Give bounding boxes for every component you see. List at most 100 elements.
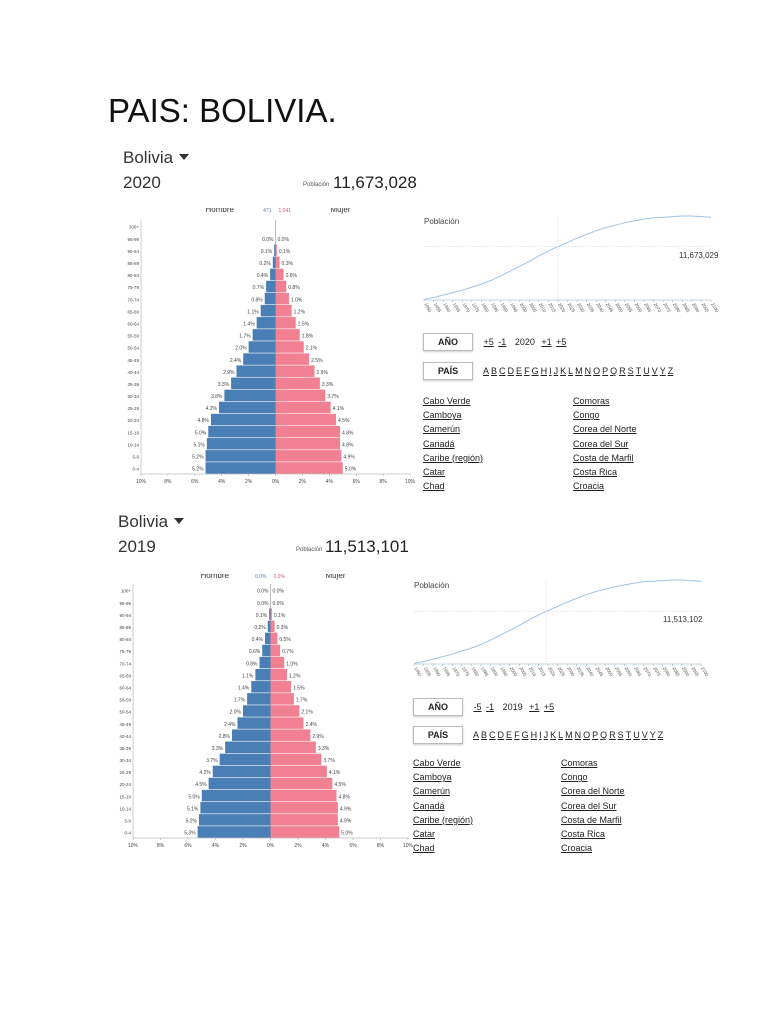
country-button[interactable]: PAÍS (413, 726, 463, 744)
country-link[interactable]: Congo (573, 410, 600, 421)
country-button[interactable]: PAÍS (423, 362, 473, 380)
line-x-tick-label: 2090 (691, 302, 701, 314)
male-value-label: 5.0% (195, 430, 207, 436)
line-x-tick-label: 2040 (595, 302, 605, 314)
country-link[interactable]: Caribe (región) (423, 452, 484, 463)
country-link[interactable]: Corea del Sur (573, 438, 629, 449)
female-bar (270, 705, 300, 717)
letter-link[interactable]: H (530, 730, 538, 740)
letter-link[interactable]: T (625, 730, 632, 740)
letter-link[interactable]: D (507, 366, 515, 376)
country-link[interactable]: Catar (423, 467, 446, 478)
country-link[interactable]: Croacia (573, 481, 605, 492)
letter-link[interactable]: H (540, 366, 548, 376)
line-x-tick-label: 2025 (567, 302, 577, 314)
year-back-1-link[interactable]: -1 (498, 337, 507, 347)
letter-link[interactable]: Q (600, 730, 608, 740)
country-link[interactable]: Comoras (573, 396, 610, 406)
letter-link[interactable]: B (481, 730, 488, 740)
year-forward-1-link[interactable]: +1 (541, 337, 552, 347)
year-button[interactable]: AÑO (423, 333, 473, 351)
x-tick-label: 0% (267, 843, 275, 849)
letter-link[interactable]: Z (657, 730, 664, 740)
year-button[interactable]: AÑO (413, 698, 463, 716)
male-bar (231, 377, 276, 390)
letter-link[interactable]: D (497, 730, 505, 740)
letter-link[interactable]: A (473, 730, 480, 740)
letter-link[interactable]: B (491, 366, 498, 376)
year-back-5-link[interactable]: +5 (483, 337, 494, 347)
country-link[interactable]: Corea del Norte (573, 424, 637, 435)
line-x-tick-label: 2045 (605, 302, 615, 314)
letter-link[interactable]: Q (610, 366, 618, 376)
letter-link[interactable]: R (619, 366, 626, 376)
country-link[interactable]: Costa Rica (561, 829, 606, 840)
country-link[interactable]: Croacia (561, 843, 593, 854)
country-link[interactable]: Canadá (413, 800, 445, 811)
letter-link[interactable]: E (516, 366, 523, 376)
letter-link[interactable]: O (593, 366, 601, 376)
year-forward-1-link[interactable]: +1 (529, 702, 540, 712)
letter-link[interactable]: K (560, 366, 567, 376)
country-link[interactable]: Costa Rica (573, 467, 618, 478)
letter-link[interactable]: L (558, 730, 564, 740)
country-link[interactable]: Chad (423, 481, 445, 492)
country-dropdown[interactable]: Bolivia (123, 148, 190, 168)
letter-link[interactable]: Z (667, 366, 674, 376)
letter-link[interactable]: P (592, 730, 599, 740)
country-link[interactable]: Canadá (423, 438, 455, 449)
letter-link[interactable]: U (643, 366, 650, 376)
country-link[interactable]: Cabo Verde (413, 758, 461, 768)
year-forward-5-link[interactable]: +5 (543, 702, 555, 712)
letter-link[interactable]: Y (649, 730, 656, 740)
year-back-1-link[interactable]: -1 (486, 702, 495, 712)
country-link[interactable]: Camboya (413, 772, 452, 783)
country-link[interactable]: Congo (561, 772, 588, 783)
letter-link[interactable]: L (568, 366, 574, 376)
year-back-5-link[interactable]: -5 (473, 702, 482, 712)
country-link[interactable]: Caribe (región) (413, 814, 474, 825)
letter-link[interactable]: I (539, 730, 542, 740)
male-value-label: 3.8% (211, 394, 223, 400)
country-link[interactable]: Camerún (423, 424, 461, 435)
letter-link[interactable]: F (524, 366, 530, 376)
letter-link[interactable]: F (514, 730, 520, 740)
letter-link[interactable]: S (627, 366, 634, 376)
country-link[interactable]: Costa de Marfil (573, 452, 634, 463)
letter-link[interactable]: V (651, 366, 658, 376)
letter-link[interactable]: M (565, 730, 573, 740)
country-dropdown[interactable]: Bolivia (118, 512, 185, 532)
letter-link[interactable]: R (609, 730, 616, 740)
country-link[interactable]: Chad (413, 843, 435, 854)
letter-link[interactable]: C (489, 730, 496, 740)
letter-link[interactable]: P (602, 366, 609, 376)
letter-link[interactable]: M (575, 366, 583, 376)
letter-link[interactable]: K (550, 730, 557, 740)
letter-link[interactable]: S (617, 730, 624, 740)
letter-link[interactable]: G (531, 366, 539, 376)
letter-link[interactable]: J (543, 730, 549, 740)
year-forward-5-link[interactable]: +5 (556, 337, 567, 347)
letter-link[interactable]: T (635, 366, 642, 376)
letter-link[interactable]: E (506, 730, 513, 740)
country-link[interactable]: Camboya (423, 410, 462, 421)
letter-link[interactable]: A (483, 366, 490, 376)
country-link[interactable]: Comoras (561, 758, 598, 768)
line-x-tick-label: 2010 (538, 302, 548, 314)
country-link[interactable]: Catar (413, 829, 436, 840)
letter-link[interactable]: U (633, 730, 640, 740)
letter-link[interactable]: Y (659, 366, 666, 376)
letter-link[interactable]: V (641, 730, 648, 740)
country-link[interactable]: Corea del Norte (561, 786, 625, 797)
letter-link[interactable]: G (521, 730, 529, 740)
country-link[interactable]: Corea del Sur (561, 800, 617, 811)
country-link[interactable]: Camerún (413, 786, 451, 797)
letter-link[interactable]: N (574, 730, 582, 740)
country-link[interactable]: Costa de Marfil (561, 814, 622, 825)
country-link[interactable]: Cabo Verde (423, 396, 471, 406)
letter-link[interactable]: O (583, 730, 591, 740)
letter-link[interactable]: N (584, 366, 592, 376)
letter-link[interactable]: I (549, 366, 552, 376)
letter-link[interactable]: J (553, 366, 559, 376)
letter-link[interactable]: C (499, 366, 506, 376)
